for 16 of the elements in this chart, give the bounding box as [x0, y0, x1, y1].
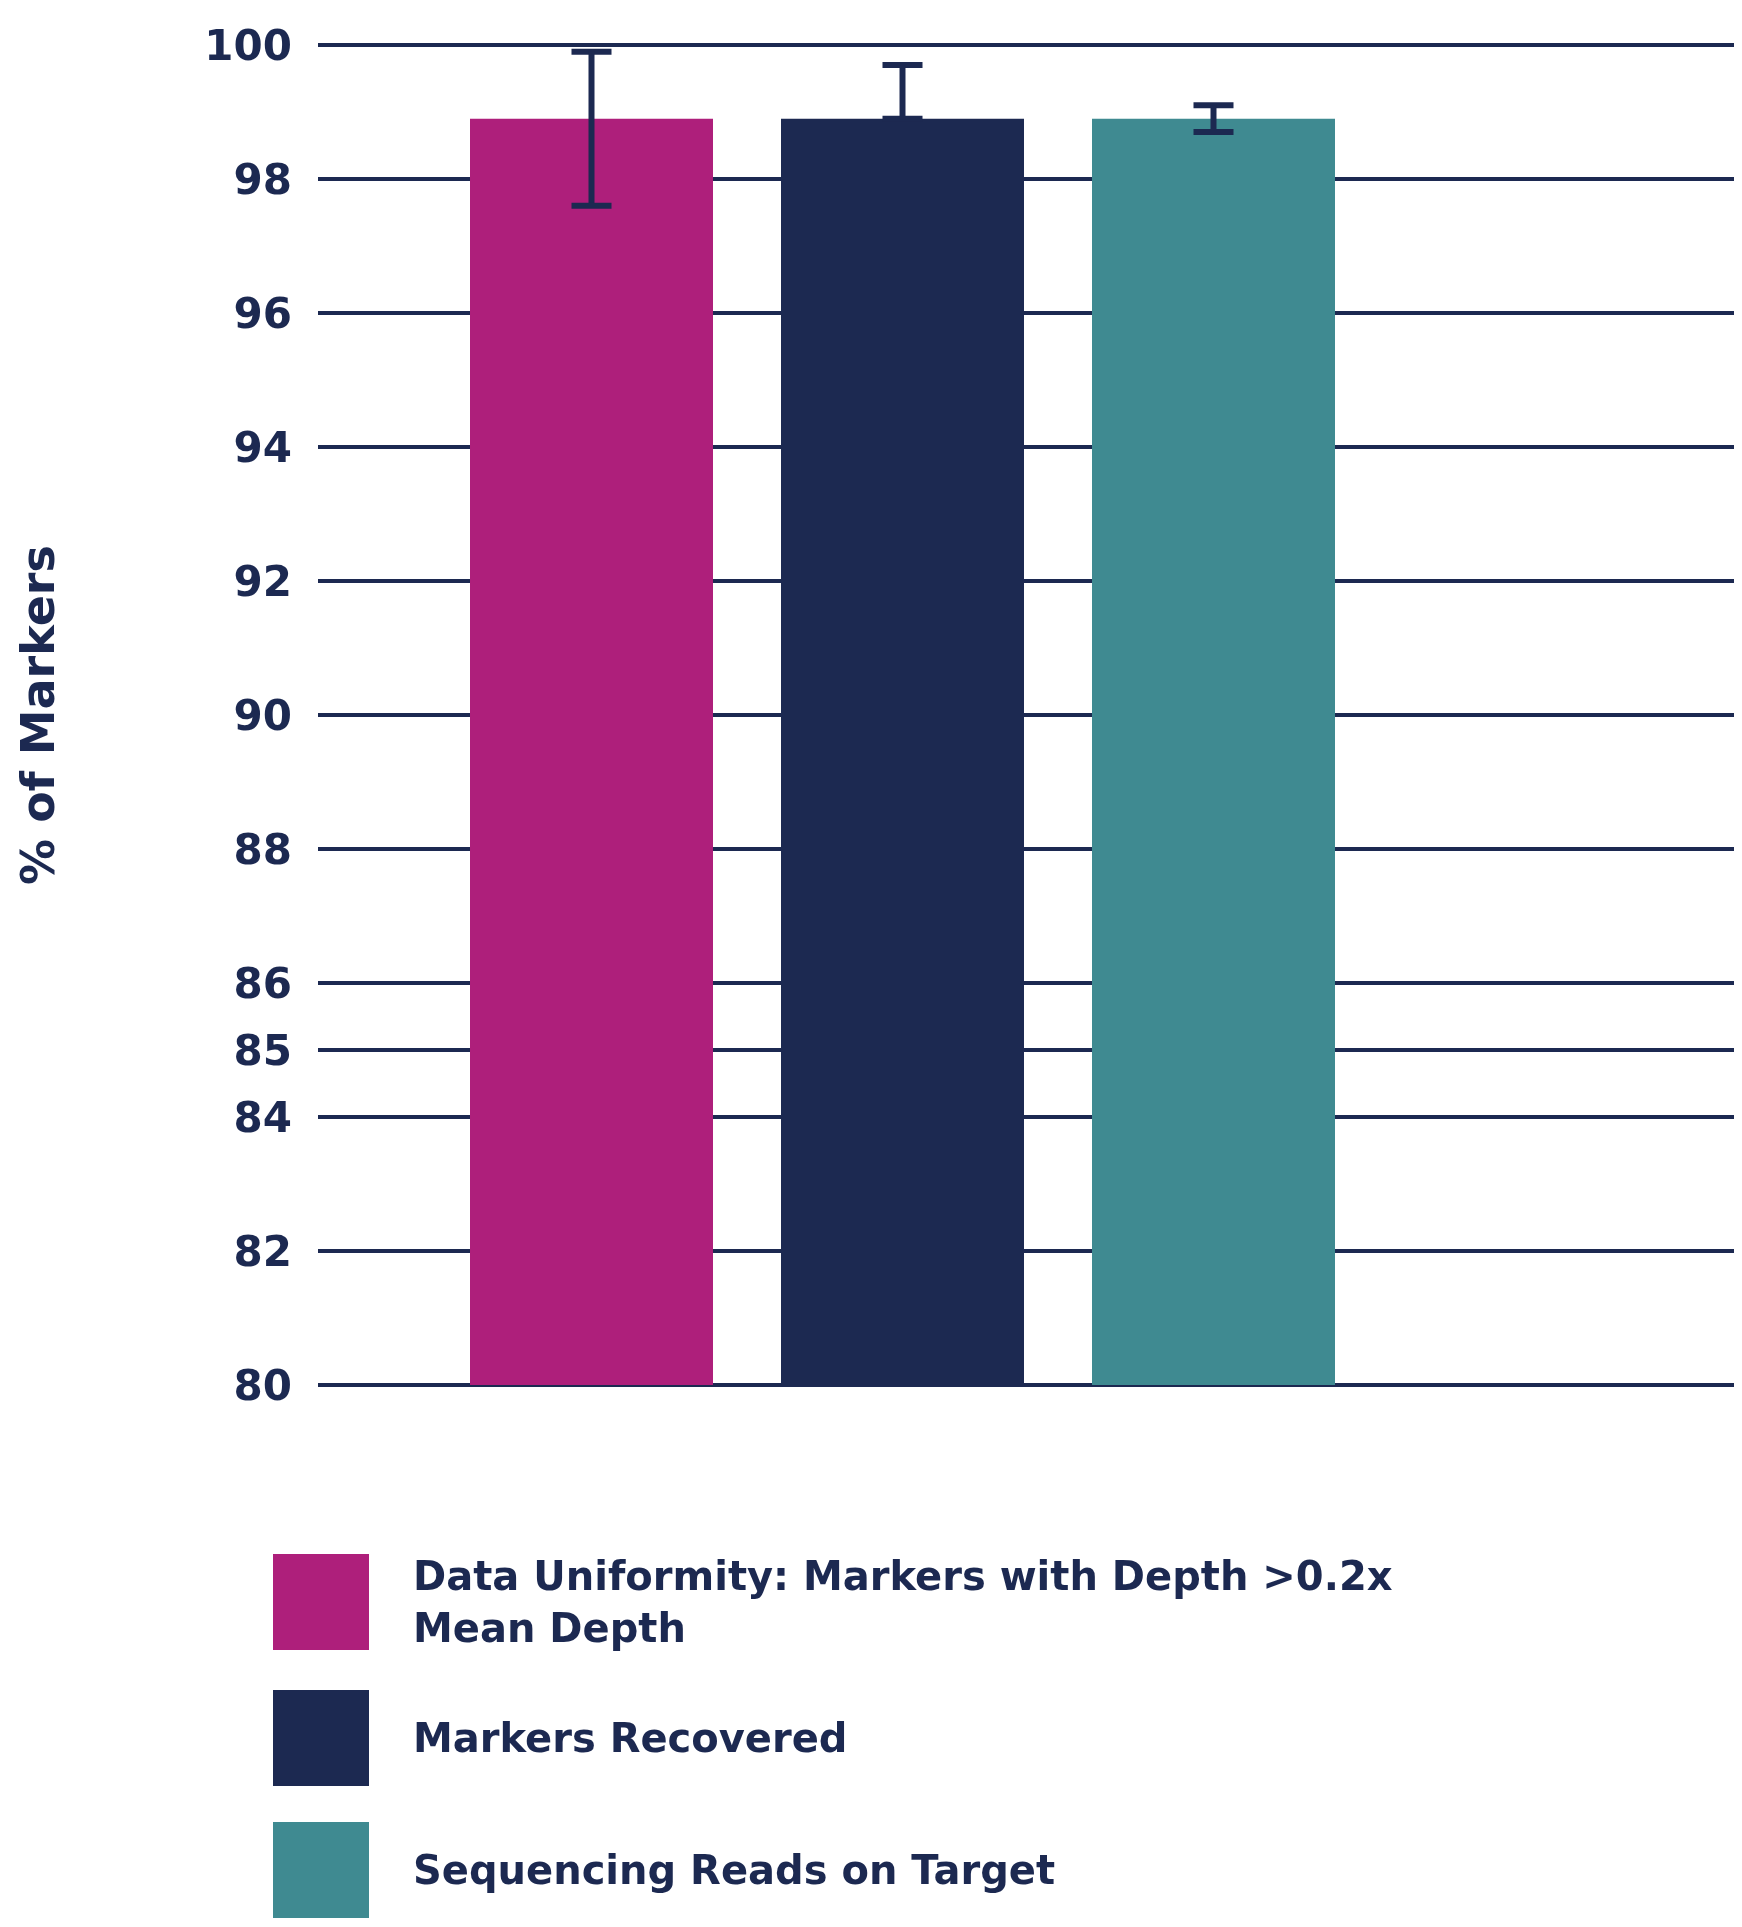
y-tick-label: 92 — [233, 556, 292, 606]
y-tick-label: 96 — [233, 288, 292, 338]
y-tick-label: 100 — [204, 20, 292, 70]
y-tick-label: 80 — [233, 1360, 292, 1410]
y-tick-label: 86 — [233, 958, 292, 1008]
y-tick-label: 94 — [233, 422, 292, 472]
y-tick-label: 82 — [233, 1226, 292, 1276]
y-tick-label: 90 — [233, 690, 292, 740]
legend-label: Data Uniformity: Markers with Depth >0.2x Mean Depth — [413, 1552, 1394, 1653]
y-tick-label: 85 — [233, 1025, 292, 1075]
y-tick-label: 98 — [233, 154, 292, 204]
y-tick-label: 88 — [233, 824, 292, 874]
legend-label: Sequencing Reads on Target — [413, 1846, 1056, 1895]
y-tick-label: 84 — [233, 1092, 292, 1142]
legend-label: Markers Recovered — [413, 1714, 849, 1763]
y-axis-title: % of Markers — [11, 545, 66, 885]
